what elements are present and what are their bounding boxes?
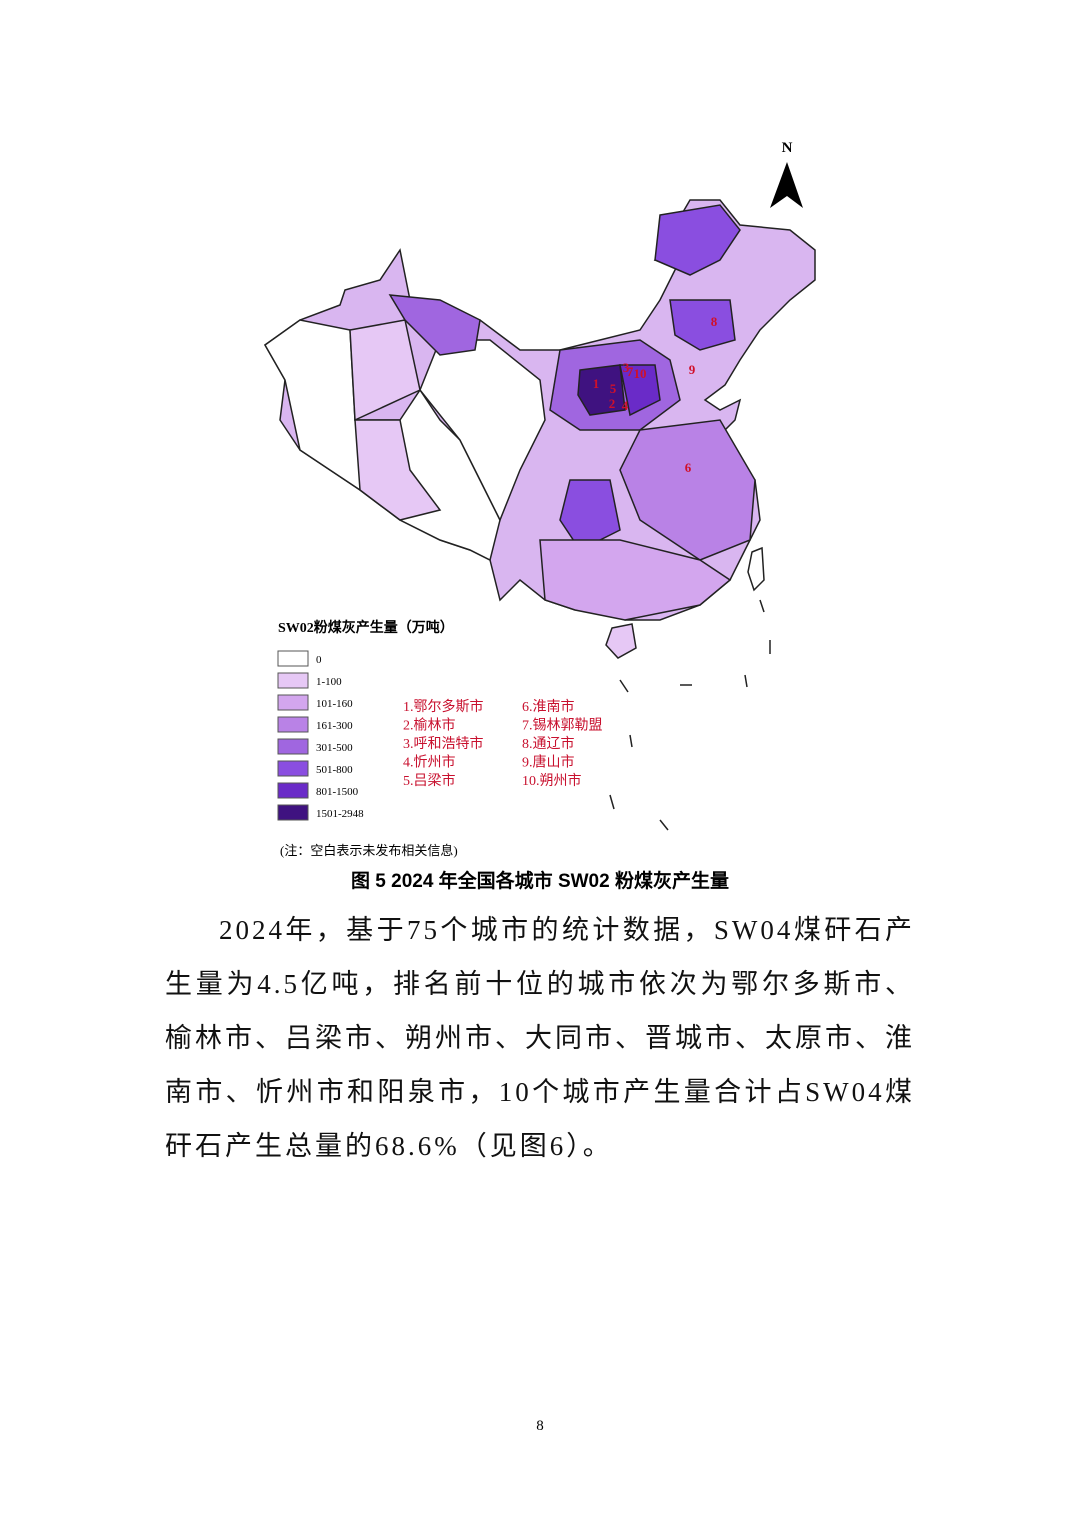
map-label: 3 (623, 360, 630, 375)
legend-label: 1-100 (316, 676, 342, 688)
north-arrow-shape (770, 162, 803, 208)
city-item: 3.呼和浩特市 (403, 735, 484, 752)
paragraph: 2024年，基于75个城市的统计数据，SW04煤矸石产生量为4.5亿吨，排名前十… (165, 915, 915, 1161)
map-label: 2 (609, 396, 616, 411)
legend-label: 301-500 (316, 742, 353, 754)
city-item: 7.锡林郭勒盟 (522, 717, 603, 734)
note: (注：空白表示未发布相关信息) (280, 843, 458, 858)
island (747, 546, 765, 592)
map-label: 6 (685, 460, 692, 475)
legend-swatch (277, 738, 309, 755)
legend-label: 501-800 (316, 764, 353, 776)
north-arrow: N (770, 140, 803, 208)
legend-label: 161-300 (316, 720, 353, 732)
legend-title: SW02粉煤灰产生量（万吨） (278, 619, 454, 636)
city-item: 9.唐山市 (522, 754, 575, 771)
city-item: 8.通辽市 (522, 735, 575, 752)
region-dark (577, 364, 626, 416)
legend-swatch (277, 760, 309, 777)
city-item: 5.吕梁市 (403, 772, 456, 789)
region-light (349, 319, 421, 422)
legend-label: 0 (316, 654, 322, 666)
map-label: 4 (622, 398, 629, 413)
region-mid (669, 299, 736, 351)
legend: 0 1-100 101-160 161-300 301-500 501-800 801-15… (277, 650, 364, 821)
legend-swatch (277, 804, 309, 821)
figure: 12 3 45 6 7 8 9 10 N SW02粉煤灰产生量（万吨） 0 1-100 101-1… (264, 140, 816, 858)
map-label: 10 (634, 366, 647, 381)
region-mid (654, 204, 741, 276)
map-labels: 12 3 45 6 7 8 9 10 (593, 314, 718, 475)
sea-border (609, 599, 771, 831)
city-item: 2.榆林市 (403, 717, 456, 734)
city-item: 1.鄂尔多斯市 (403, 698, 484, 715)
city-item: 4.忻州市 (403, 754, 456, 771)
legend-swatch (277, 694, 309, 711)
legend-swatch (277, 650, 309, 667)
region-light (354, 419, 442, 521)
legend-label: 801-1500 (316, 786, 359, 798)
map-label: 9 (689, 362, 696, 377)
region-light (539, 539, 732, 621)
legend-swatch (277, 672, 309, 689)
figure-caption: 图 5 2024 年全国各城市 SW02 粉煤灰产生量 (351, 871, 729, 892)
page-number: 8 (536, 1418, 544, 1434)
legend-label: 1501-2948 (316, 808, 364, 820)
legend-label: 101-160 (316, 698, 353, 710)
region-dark (619, 364, 661, 417)
map-label: 7 (627, 364, 634, 379)
map-label: 5 (610, 381, 617, 396)
legend-swatch (277, 782, 309, 799)
map (264, 199, 816, 831)
city-item: 10.朔州市 (522, 772, 582, 789)
region-mid (388, 294, 481, 356)
city-item: 6.淮南市 (522, 698, 575, 715)
island (605, 623, 637, 659)
map-label: 1 (593, 376, 600, 391)
legend-swatch (277, 716, 309, 733)
map-label: 8 (711, 314, 718, 329)
region-mid (619, 419, 756, 561)
north-label: N (782, 140, 793, 156)
